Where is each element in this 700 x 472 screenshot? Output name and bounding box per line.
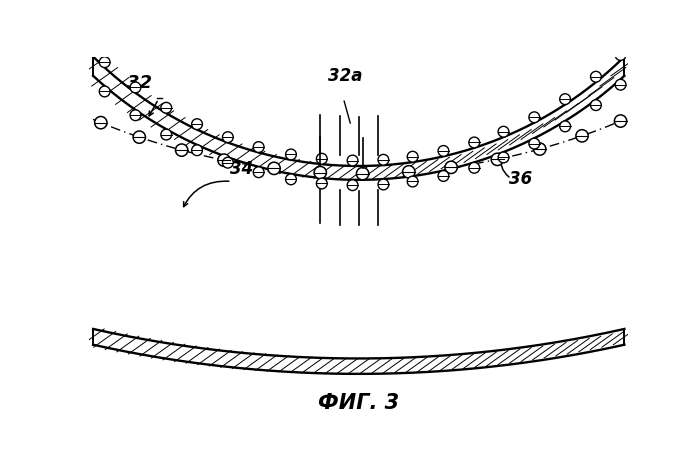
Circle shape <box>286 149 296 160</box>
Circle shape <box>314 167 326 179</box>
Circle shape <box>438 145 449 156</box>
Circle shape <box>133 131 146 143</box>
Circle shape <box>223 157 233 168</box>
Circle shape <box>253 167 264 177</box>
Circle shape <box>615 79 626 90</box>
Circle shape <box>407 152 418 162</box>
Circle shape <box>469 137 480 148</box>
Circle shape <box>378 154 388 165</box>
Circle shape <box>94 117 107 129</box>
Circle shape <box>445 161 457 174</box>
Circle shape <box>529 112 540 123</box>
Circle shape <box>192 145 202 156</box>
Circle shape <box>347 180 358 191</box>
Circle shape <box>223 132 233 143</box>
Circle shape <box>347 155 358 166</box>
Circle shape <box>438 170 449 181</box>
Circle shape <box>560 94 570 104</box>
Circle shape <box>161 102 172 113</box>
Circle shape <box>469 162 480 173</box>
Text: 34: 34 <box>230 160 253 177</box>
Circle shape <box>560 121 570 132</box>
Circle shape <box>402 166 415 178</box>
Text: 32а: 32а <box>328 67 363 85</box>
Circle shape <box>407 176 418 187</box>
Circle shape <box>378 179 388 190</box>
Circle shape <box>192 119 202 130</box>
Text: 36: 36 <box>509 170 532 188</box>
Circle shape <box>161 129 172 140</box>
Circle shape <box>356 168 369 180</box>
Circle shape <box>591 100 601 110</box>
Circle shape <box>576 130 588 142</box>
Circle shape <box>130 110 141 121</box>
Circle shape <box>268 162 280 175</box>
Circle shape <box>316 153 327 164</box>
Circle shape <box>99 57 110 67</box>
Circle shape <box>218 154 230 166</box>
Circle shape <box>615 50 626 60</box>
Circle shape <box>533 143 546 155</box>
Text: 32: 32 <box>127 74 152 92</box>
Circle shape <box>130 82 141 93</box>
Circle shape <box>176 144 188 156</box>
Circle shape <box>615 115 626 127</box>
Circle shape <box>529 138 540 149</box>
Circle shape <box>491 153 503 166</box>
Circle shape <box>316 178 327 189</box>
Circle shape <box>99 86 110 97</box>
Circle shape <box>286 174 296 185</box>
Circle shape <box>498 152 509 163</box>
Text: ФИГ. 3: ФИГ. 3 <box>318 393 399 413</box>
Circle shape <box>591 71 601 82</box>
Circle shape <box>253 142 264 152</box>
Circle shape <box>498 126 509 137</box>
